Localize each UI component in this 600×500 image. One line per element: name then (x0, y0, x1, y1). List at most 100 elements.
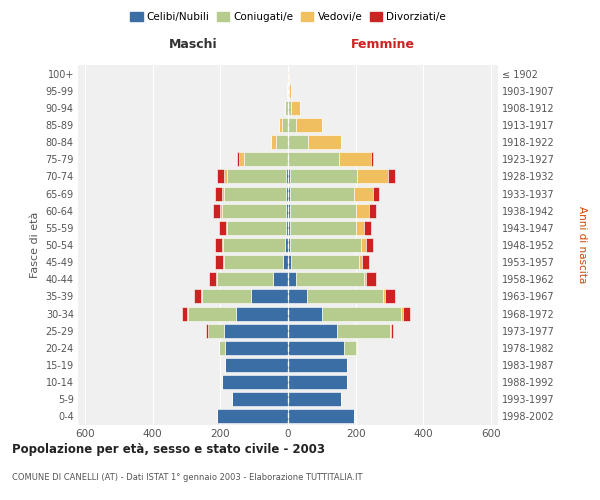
Bar (290, 221, 356, 235)
Bar (307, 290, 383, 304)
Bar (223, 255, 224, 269)
Bar (285, 101, 288, 115)
Bar (273, 272, 288, 286)
Bar (222, 238, 223, 252)
Text: Femmine: Femmine (350, 38, 415, 52)
Text: COMUNE DI CANELLI (AT) - Dati ISTAT 1° gennaio 2003 - Elaborazione TUTTITALIA.IT: COMUNE DI CANELLI (AT) - Dati ISTAT 1° g… (12, 472, 362, 482)
Bar (286, 221, 288, 235)
Bar (222, 204, 286, 218)
Bar (308, 135, 341, 149)
Bar (356, 341, 358, 355)
Bar (359, 255, 362, 269)
Bar (235, 306, 288, 320)
Bar (227, 170, 286, 183)
Bar (215, 186, 222, 200)
Bar (322, 306, 401, 320)
Bar (356, 204, 369, 218)
Bar (290, 204, 356, 218)
Bar (284, 101, 285, 115)
Bar (214, 204, 220, 218)
Bar (286, 186, 288, 200)
Bar (282, 118, 288, 132)
Bar (288, 221, 290, 235)
Bar (285, 238, 288, 252)
Bar (361, 238, 366, 252)
Bar (288, 101, 292, 115)
Bar (290, 186, 354, 200)
Bar (290, 238, 361, 252)
Bar (279, 118, 282, 132)
Bar (373, 186, 379, 200)
Bar (220, 204, 222, 218)
Bar (288, 170, 290, 183)
Bar (288, 238, 290, 252)
Bar (288, 204, 290, 218)
Bar (224, 170, 227, 183)
Bar (202, 290, 251, 304)
Legend: Celibi/Nubili, Coniugati/e, Vedovi/e, Divorziati/e: Celibi/Nubili, Coniugati/e, Vedovi/e, Di… (126, 8, 450, 26)
Bar (288, 358, 347, 372)
Y-axis label: Fasce di età: Fasce di età (30, 212, 40, 278)
Bar (208, 324, 224, 338)
Bar (187, 306, 188, 320)
Bar (296, 272, 364, 286)
Bar (239, 152, 244, 166)
Bar (244, 152, 288, 166)
Bar (339, 152, 371, 166)
Bar (188, 306, 235, 320)
Bar (288, 324, 337, 338)
Bar (283, 255, 288, 269)
Bar (364, 272, 366, 286)
Bar (219, 221, 226, 235)
Bar (388, 170, 395, 183)
Bar (206, 324, 208, 338)
Bar (362, 255, 368, 269)
Bar (286, 204, 288, 218)
Bar (223, 238, 285, 252)
Bar (358, 170, 388, 183)
Bar (182, 306, 187, 320)
Text: Maschi: Maschi (169, 38, 218, 52)
Bar (232, 392, 288, 406)
Bar (288, 152, 339, 166)
Bar (292, 255, 359, 269)
Bar (288, 118, 296, 132)
Bar (227, 221, 286, 235)
Bar (385, 290, 395, 304)
Bar (288, 410, 354, 424)
Bar (337, 324, 389, 338)
Bar (364, 221, 371, 235)
Bar (201, 290, 202, 304)
Bar (383, 290, 385, 304)
Bar (292, 101, 300, 115)
Bar (354, 186, 373, 200)
Bar (222, 375, 288, 389)
Bar (222, 186, 224, 200)
Bar (371, 152, 373, 166)
Bar (366, 238, 373, 252)
Bar (226, 358, 288, 372)
Bar (288, 375, 347, 389)
Bar (251, 290, 288, 304)
Bar (403, 306, 410, 320)
Bar (391, 324, 393, 338)
Bar (356, 221, 364, 235)
Bar (287, 84, 288, 98)
Bar (366, 272, 376, 286)
Text: Anni di nascita: Anni di nascita (577, 206, 587, 284)
Bar (276, 135, 288, 149)
Bar (288, 186, 290, 200)
Bar (288, 290, 307, 304)
Bar (288, 84, 289, 98)
Bar (226, 341, 288, 355)
Bar (215, 238, 222, 252)
Bar (217, 170, 224, 183)
Bar (215, 255, 223, 269)
Bar (209, 272, 216, 286)
Bar (194, 290, 201, 304)
Bar (290, 170, 358, 183)
Bar (218, 341, 226, 355)
Bar (237, 152, 239, 166)
Bar (389, 324, 391, 338)
Bar (296, 118, 322, 132)
